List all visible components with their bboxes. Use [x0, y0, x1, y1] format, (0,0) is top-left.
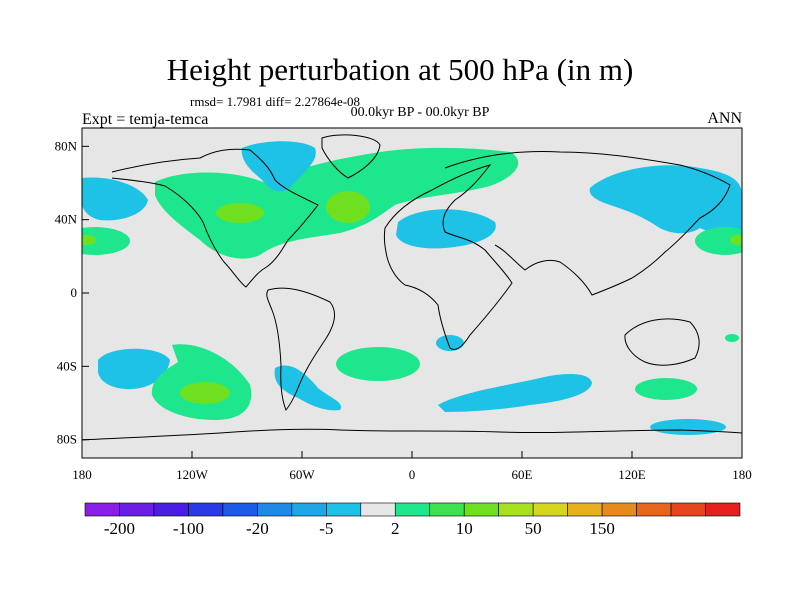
- coast-europe-africa: [383, 164, 513, 350]
- colorbar-swatch: [498, 502, 534, 517]
- green-region-pacific-east: [695, 227, 742, 255]
- colorbar-swatch: [567, 502, 603, 517]
- lat-tick-label: 80S: [57, 432, 77, 447]
- blue-region-south-pacific-west: [98, 348, 170, 390]
- colorbar-label: -200: [104, 519, 135, 538]
- colorbar-swatch: [257, 502, 293, 517]
- colorbar-swatch: [119, 502, 155, 517]
- green-region-tasman: [725, 334, 739, 342]
- colorbar-swatch: [153, 502, 189, 517]
- coast-antarctica: [82, 428, 742, 441]
- lon-tick-label: 0: [409, 467, 416, 482]
- colorbar-swatch: [394, 502, 431, 517]
- blue-region-northwest-pacific: [82, 177, 148, 221]
- lat-tick-label: 40N: [55, 212, 78, 227]
- green-dark-core-west: [216, 203, 264, 223]
- green-dark-core-pacific-west: [82, 235, 96, 245]
- coast-australia: [624, 318, 700, 366]
- period-label: 00.0kyr BP - 00.0kyr BP: [350, 105, 490, 120]
- colorbar-labels: -200 -100 -20 -5 2 10 50 150: [104, 519, 615, 538]
- colorbar-swatch: [532, 502, 568, 517]
- colorbar-swatch: [222, 502, 258, 517]
- coast-greenland: [321, 134, 381, 179]
- colorbar-label: 2: [391, 519, 400, 538]
- blue-region-europe: [396, 209, 496, 249]
- blue-region-ross-sea: [650, 419, 726, 435]
- coast-north-america: [111, 148, 319, 288]
- colorbar-label: 50: [525, 519, 542, 538]
- green-region-pacific-west: [82, 227, 130, 255]
- colorbar-label: -5: [319, 519, 333, 538]
- colorbar-label: 10: [456, 519, 473, 538]
- map-title: Height perturbation at 500 hPa (in m): [166, 52, 634, 87]
- blue-region-south-america: [274, 365, 341, 411]
- colorbar-swatch: [429, 502, 465, 517]
- colorbar-swatch: [326, 502, 362, 517]
- contour-fill-layer: [82, 141, 742, 435]
- latitude-axis: 80N 40N 0 40S 80S: [55, 138, 89, 447]
- colorbar-swatch: [463, 502, 499, 517]
- lon-tick-label: 60E: [512, 467, 533, 482]
- green-dark-core-atlantic: [326, 191, 370, 223]
- colorbar-swatch: [705, 502, 741, 517]
- blue-region-northeast-asia: [589, 165, 742, 236]
- colorbar-swatch: [360, 502, 396, 517]
- colorbar-swatch: [188, 502, 224, 517]
- stats-subtitle: rmsd= 1.7981 diff= 2.27864e-08: [190, 94, 361, 109]
- lat-tick-label: 0: [71, 285, 78, 300]
- colorbar: [84, 502, 741, 517]
- colorbar-swatch: [84, 502, 120, 517]
- lat-tick-label: 80N: [55, 138, 78, 153]
- colorbar-swatch: [636, 502, 672, 517]
- lon-tick-label: 120E: [618, 467, 646, 482]
- green-region-south-indian: [635, 378, 697, 400]
- coast-south-america: [266, 287, 336, 411]
- green-dark-core-south-pacific: [180, 382, 230, 404]
- lon-tick-label: 180: [732, 467, 752, 482]
- season-label: ANN: [707, 110, 742, 127]
- lat-tick-label: 40S: [57, 358, 77, 373]
- colorbar-swatch: [670, 502, 706, 517]
- coastlines: [82, 134, 742, 441]
- blue-region-greenland: [241, 141, 316, 192]
- colorbar-label: -100: [173, 519, 204, 538]
- colorbar-label: 150: [589, 519, 615, 538]
- green-dark-core-pacific-east: [730, 235, 742, 245]
- colorbar-swatch: [291, 502, 327, 517]
- blue-region-southern-ocean: [438, 373, 592, 412]
- experiment-label: Expt = temja-temca: [82, 111, 209, 128]
- coast-asia: [444, 151, 731, 296]
- colorbar-label: -20: [246, 519, 269, 538]
- longitude-axis: 180 120W 60W 0 60E 120E 180: [72, 451, 752, 482]
- colorbar-swatch: [601, 502, 637, 517]
- green-region-south-atlantic: [336, 347, 420, 381]
- lon-tick-label: 120W: [176, 467, 209, 482]
- blue-region-south-africa: [436, 335, 464, 351]
- lon-tick-label: 60W: [289, 467, 315, 482]
- lon-tick-label: 180: [72, 467, 92, 482]
